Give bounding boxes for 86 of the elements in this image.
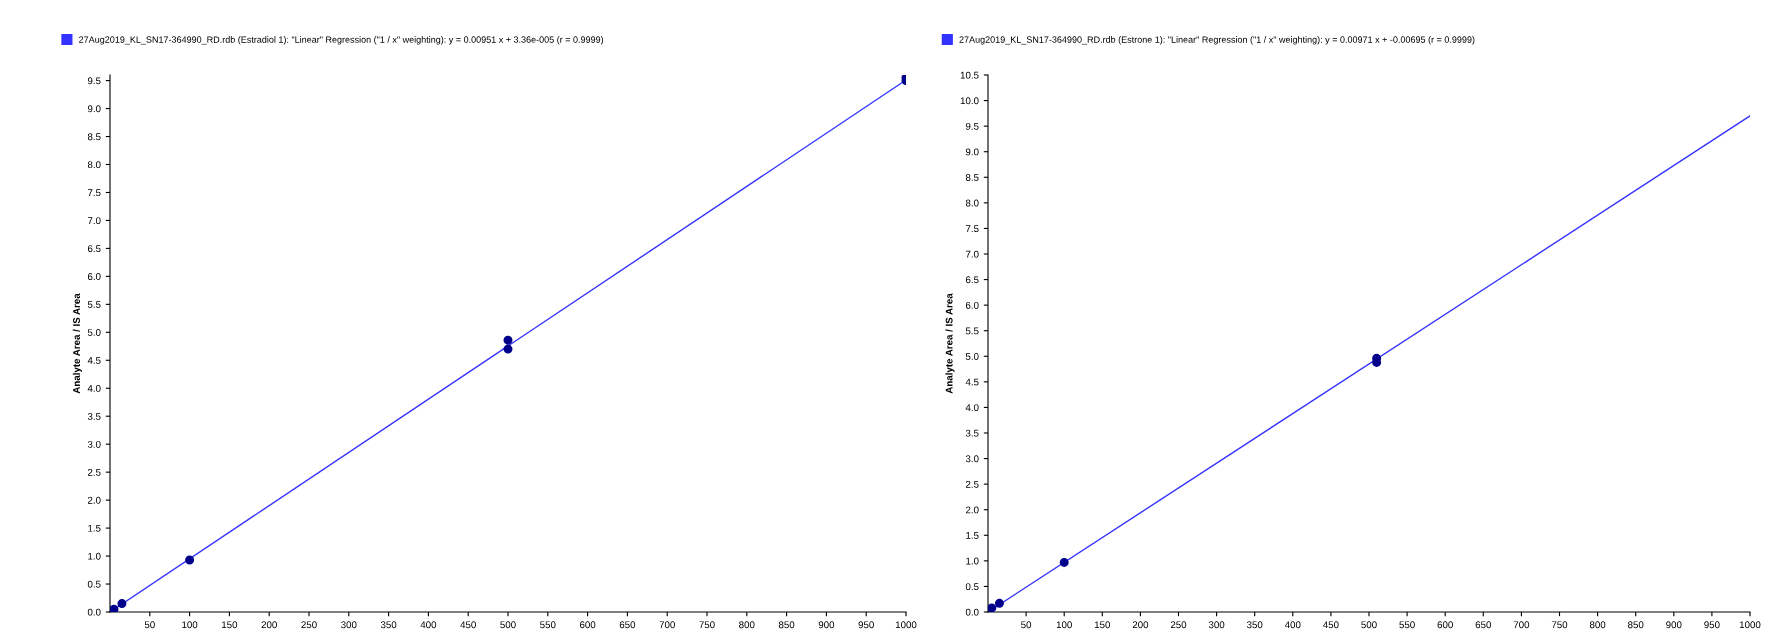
- y-tick-label: 2.5: [965, 480, 979, 488]
- x-tick-label: 500: [1361, 621, 1377, 629]
- y-tick-label: 9.0: [87, 105, 101, 113]
- x-tick-label: 350: [380, 621, 397, 629]
- y-tick-label: 5.5: [965, 327, 979, 335]
- y-tick-label: 8.0: [87, 161, 101, 169]
- y-tick-label: 5.5: [87, 301, 101, 308]
- x-tick-label: 900: [1666, 621, 1682, 629]
- x-tick-label: 550: [1399, 621, 1415, 629]
- y-tick-label: 8.0: [965, 199, 979, 207]
- x-tick-label: 900: [818, 621, 835, 629]
- x-tick-label: 950: [1704, 621, 1720, 629]
- y-tick-label: 2.5: [87, 468, 101, 476]
- x-tick-label: 750: [699, 621, 715, 629]
- y-tick-label: 7.0: [965, 250, 979, 258]
- y-tick-label: 3.5: [87, 412, 101, 420]
- x-tick-label: 200: [1132, 621, 1149, 629]
- x-tick-label: 350: [1246, 621, 1263, 629]
- y-tick-label: 5.0: [965, 353, 979, 360]
- y-tick-label: 7.0: [87, 217, 101, 225]
- x-tick-label: 700: [659, 621, 675, 629]
- x-tick-label: 700: [1513, 621, 1530, 629]
- x-tick-label: 550: [540, 621, 556, 629]
- y-tick-label: 6.0: [965, 301, 979, 309]
- x-tick-label: 50: [144, 621, 155, 629]
- x-tick-label: 750: [1551, 621, 1568, 629]
- x-tick-label: 400: [1284, 621, 1301, 629]
- x-tick-label: 300: [1208, 621, 1225, 629]
- x-tick-label: 200: [261, 621, 277, 629]
- y-tick-label: 8.5: [87, 133, 101, 141]
- legend-label: 27Aug2019_KL_SN17-364990_RD.rdb (Estrone 1): "Linear" Regression ("1 / x" weighting): y = 0.00971 x + -0.00695 (r = 0.9999): [959, 36, 1475, 45]
- y-tick-label: 3.0: [87, 440, 101, 448]
- legend-label: 27Aug2019_KL_SN17-364990_RD.rdb (Estradiol 1): "Linear" Regression ("1 / x" weighting): y = 0.00951 x + 3.36e-005 (r = 0.9999): [79, 36, 604, 45]
- y-axis-title: Analyte Area / IS Area: [72, 293, 82, 394]
- x-tick-label: 100: [1056, 621, 1072, 629]
- y-tick-label: 9.0: [965, 148, 979, 156]
- y-axis-title: Analyte Area / IS Area: [945, 293, 955, 394]
- x-tick-label: 450: [1323, 621, 1339, 629]
- x-tick-label: 250: [301, 621, 317, 629]
- x-tick-label: 250: [1170, 621, 1187, 629]
- y-tick-label: 8.5: [965, 174, 979, 181]
- x-tick-label: 850: [1628, 621, 1644, 629]
- x-tick-label: 400: [420, 621, 437, 629]
- y-tick-label: 7.5: [87, 189, 101, 197]
- y-tick-label: 4.0: [965, 404, 979, 412]
- x-tick-label: 950: [858, 621, 874, 629]
- y-tick-label: 2.0: [965, 506, 979, 514]
- y-tick-label: 4.0: [87, 384, 101, 392]
- x-tick-label: 450: [460, 621, 476, 629]
- y-tick-label: 1.0: [966, 557, 979, 565]
- x-tick-label: 600: [1437, 621, 1453, 629]
- y-tick-label: 10.0: [960, 97, 979, 105]
- x-tick-label: 150: [222, 621, 238, 629]
- y-tick-label: 0.5: [87, 580, 101, 588]
- y-tick-label: 0.0: [965, 608, 979, 616]
- y-tick-label: 4.5: [965, 378, 979, 386]
- y-tick-label: 0.0: [87, 608, 101, 616]
- y-tick-label: 1.5: [966, 532, 979, 539]
- y-tick-label: 3.5: [965, 429, 979, 437]
- y-tick-label: 10.5: [960, 71, 979, 79]
- y-tick-label: 9.5: [965, 122, 979, 130]
- x-tick-label: 650: [619, 621, 636, 629]
- y-tick-label: 6.5: [965, 276, 979, 284]
- y-tick-label: 3.0: [965, 455, 979, 463]
- y-tick-label: 4.5: [87, 357, 101, 364]
- x-tick-label: 800: [1589, 621, 1606, 629]
- x-tick-label: 1000: [895, 621, 917, 629]
- x-tick-label: 300: [341, 621, 357, 629]
- y-tick-label: 0.5: [965, 583, 979, 591]
- x-tick-label: 600: [579, 621, 596, 629]
- x-tick-label: 100: [182, 621, 198, 629]
- x-tick-label: 650: [1475, 621, 1492, 629]
- x-tick-label: 850: [778, 621, 795, 629]
- x-tick-label: 500: [500, 621, 516, 629]
- y-tick-label: 1.0: [88, 552, 101, 560]
- y-tick-label: 9.5: [87, 77, 101, 85]
- y-tick-label: 5.0: [87, 329, 101, 336]
- y-tick-label: 1.5: [88, 524, 101, 532]
- x-tick-label: 150: [1094, 621, 1111, 629]
- y-tick-label: 7.5: [965, 225, 979, 233]
- y-tick-label: 6.0: [87, 273, 101, 280]
- y-tick-label: 2.0: [87, 496, 101, 504]
- y-tick-label: 6.5: [87, 245, 101, 253]
- x-tick-label: 1000: [1739, 621, 1761, 629]
- x-tick-label: 50: [1021, 621, 1032, 629]
- x-tick-label: 800: [739, 621, 755, 629]
